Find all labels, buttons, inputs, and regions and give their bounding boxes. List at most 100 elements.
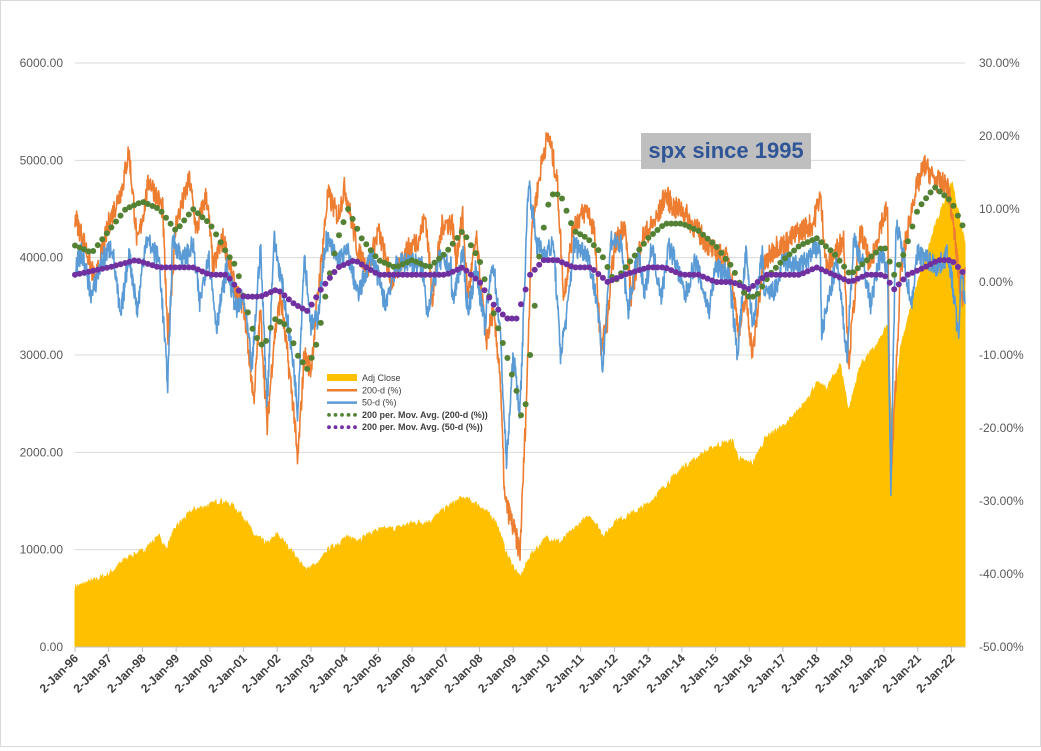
ma-50d-dot [386,271,392,278]
ma-50d-dot [153,263,160,270]
ma-200d-dot [704,235,711,242]
ma-50d-dot [841,276,848,283]
series-50d-line [74,180,966,497]
ma-200d-dot [135,200,142,207]
ma-200d-dot [891,271,898,278]
ma-200d-dot [258,341,265,348]
ma-200d-dot [859,261,866,268]
ma-200d-dot [800,241,807,247]
ma-50d-dot [727,279,734,285]
ma-200d-dot [231,260,238,267]
ma-200d-dot [295,352,301,359]
ma-50d-dot [927,261,934,268]
ma-50d-dot [395,271,402,278]
ma-50d-dot [281,292,288,299]
ma-200d-dot [904,238,911,245]
ma-200d-dot [417,260,424,267]
ma-200d-dot [745,293,752,300]
ma-50d-dot [208,271,215,278]
ma-200d-dot [932,184,939,191]
ma-50d-dot [440,271,447,278]
ma-50d-dot [604,278,611,285]
ma-50d-dot [836,274,843,281]
ma-50d-dot [336,264,342,270]
ma-50d-dot [895,281,902,288]
ma-200d-dot [782,255,788,262]
ma-200d-dot [367,247,374,254]
ma-200d-dot [477,259,484,265]
ma-200d-dot [713,244,720,250]
ma-50d-dot [777,271,784,278]
ma-50d-dot [226,275,233,282]
ma-50d-dot [354,258,361,265]
y-left-tick-label: 4000.00 [20,251,64,265]
ma-50d-dot [244,293,251,300]
ma-200d-dot [595,247,602,254]
ma-50d-dot [609,277,615,284]
ma-50d-dot [213,271,220,278]
ma-50d-dot [144,260,151,267]
ma-200d-dot [504,355,511,361]
ma-50d-dot [627,269,634,276]
ma-50d-dot [199,268,206,275]
ma-50d-dot [900,276,907,283]
ma-200d-dot [226,254,233,261]
ma-50d-dot [854,275,861,282]
ma-50d-dot [800,270,807,277]
y-right-tick-label: -10.00% [979,348,1024,362]
ma-50d-dot [399,271,406,278]
ma-200d-dot [572,228,579,235]
ma-50d-dot [254,293,260,300]
ma-200d-dot [285,327,292,334]
ma-50d-dot [700,273,707,280]
ma-200d-dot [527,352,534,358]
ma-50d-dot [513,315,520,322]
ma-50d-dot [499,311,506,318]
ma-50d-dot [131,257,138,264]
ma-200d-dot [449,240,456,247]
ma-200d-dot [604,264,611,270]
ma-200d-dot [818,239,825,246]
legend-label: 50-d (%) [362,398,397,408]
ma-200d-dot [677,220,684,227]
ma-200d-dot [345,206,352,212]
ma-200d-dot [76,244,83,251]
ma-200d-dot [772,264,779,271]
ma-200d-dot [427,263,433,270]
ma-200d-dot [185,211,192,218]
axes: 0.00 1000.00 2000.00 3000.00 4000.00 5000.00 6… [20,56,1024,696]
ma-200d-dot [213,231,220,238]
ma-50d-dot [331,269,338,275]
ma-200d-dot [718,249,725,256]
ma-50d-dot [540,257,547,264]
ma-200d-dot [167,220,174,227]
ma-50d-dot [718,279,725,285]
ma-50d-dot [276,288,283,295]
ma-200d-dot [741,289,747,296]
ma-50d-dot [72,271,78,278]
ma-200d-dot [131,202,138,209]
ma-200d-dot [845,269,852,276]
adj-close-area [74,181,966,648]
ma-50d-dot [349,258,356,264]
ma-50d-dot [472,275,479,282]
ma-50d-dot [158,264,165,271]
ma-50d-dot [954,264,961,270]
ma-200d-dot [854,265,861,272]
ma-200d-dot [841,263,848,270]
ma-50d-dot [645,264,652,271]
ma-50d-dot [631,268,638,275]
ma-50d-dot [477,279,484,286]
y-left-tick-label: 6000.00 [20,56,64,70]
ma-50d-dot [122,260,129,266]
ma-50d-dot [76,270,83,277]
ma-50d-dot [267,289,274,296]
legend-swatch-dot [333,413,338,417]
ma-50d-dot [417,271,424,278]
ma-50d-dot [240,293,247,300]
ma-50d-dot [731,280,738,287]
ma-200d-dot [181,217,188,224]
ma-200d-dot [199,214,206,221]
